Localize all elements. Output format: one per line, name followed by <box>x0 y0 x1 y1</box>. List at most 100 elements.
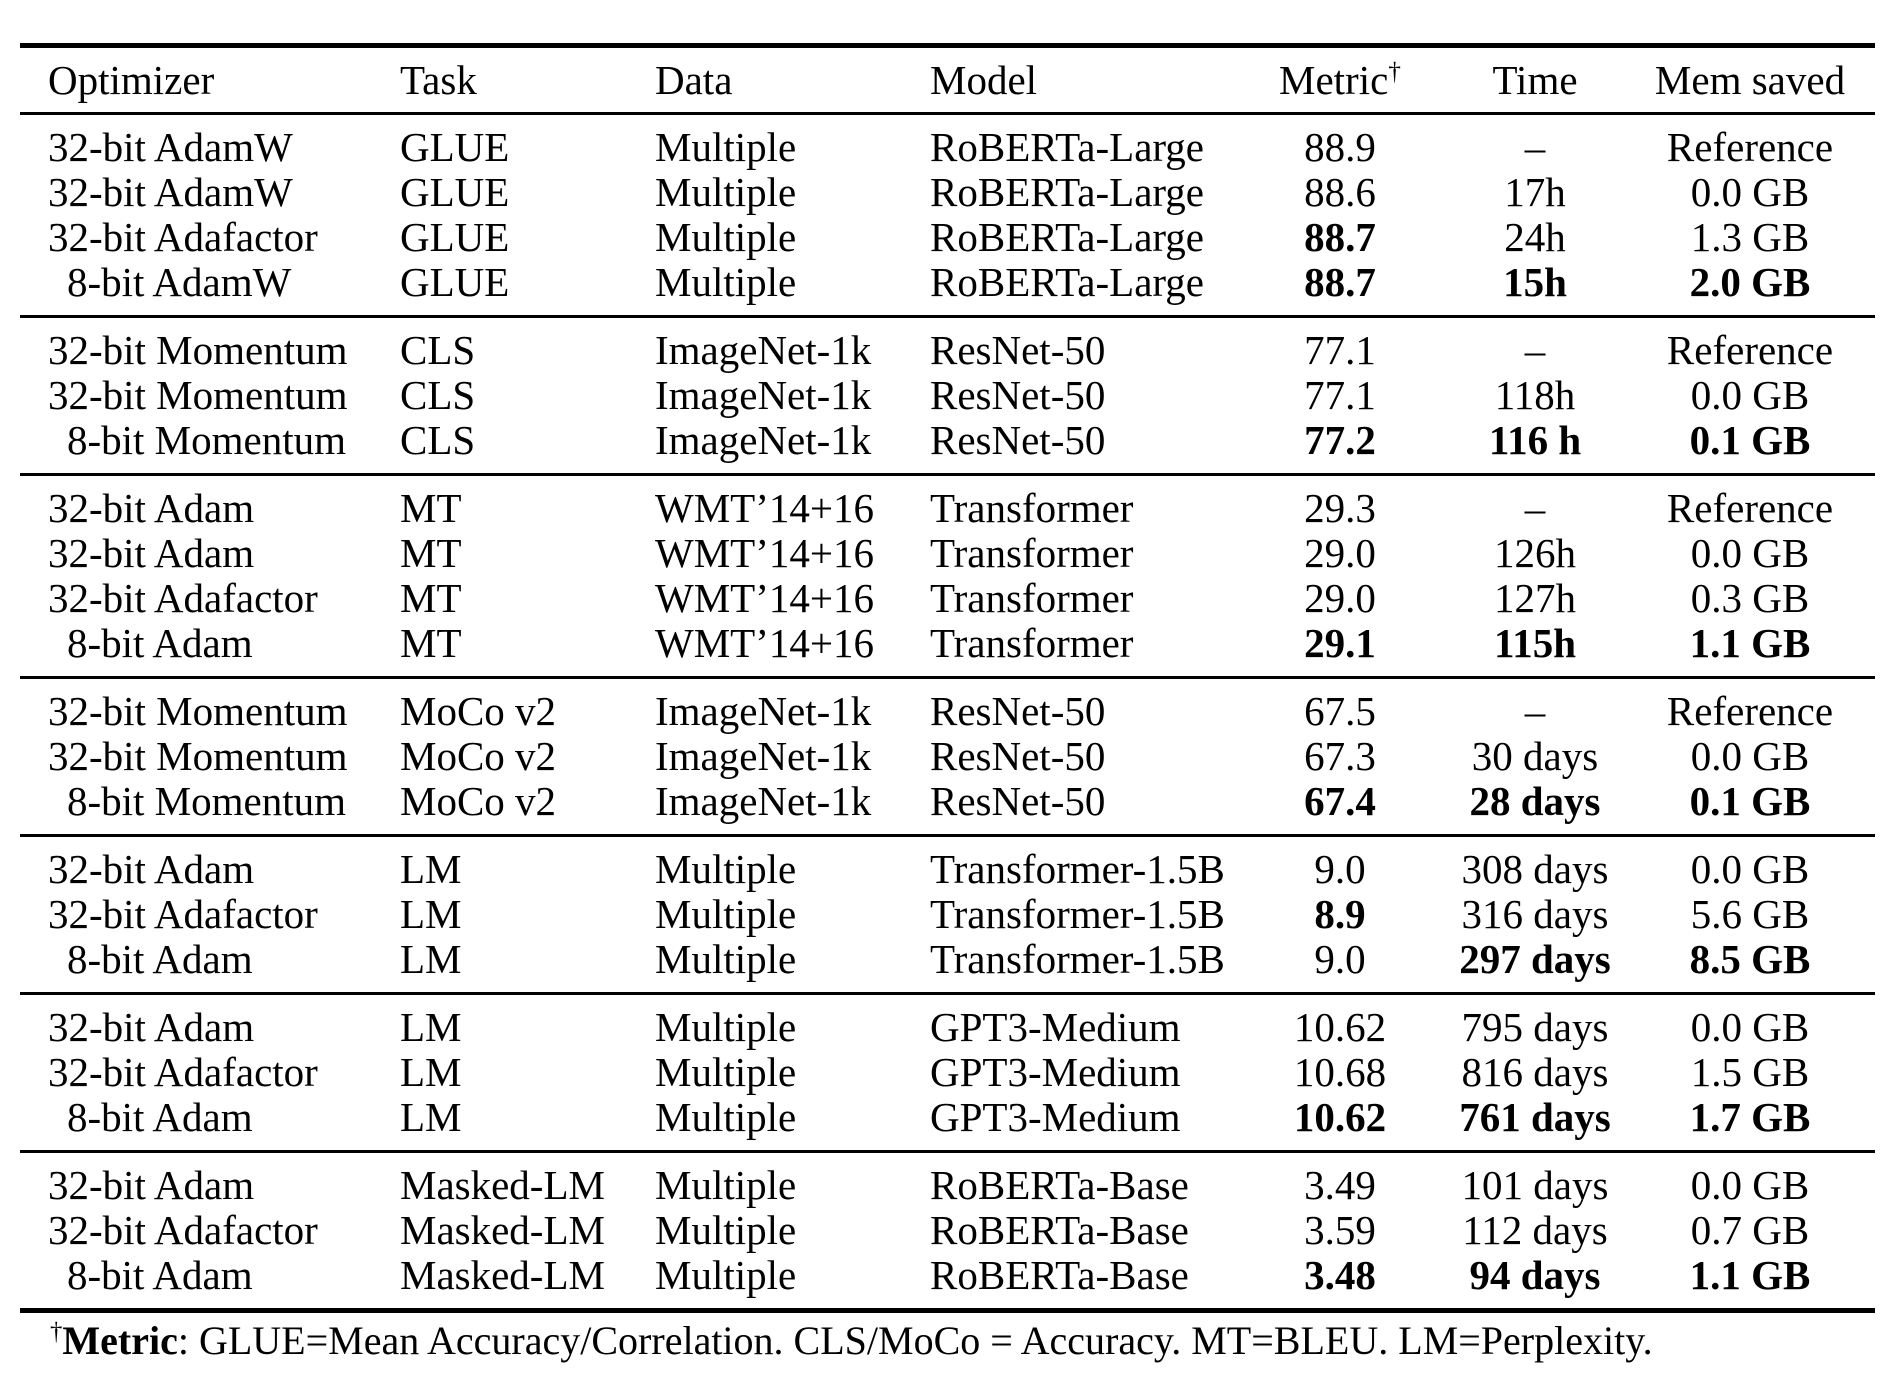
column-header-time: Time <box>1445 48 1625 115</box>
cell-data: Multiple <box>655 1208 797 1253</box>
table-row: 32-bit Adafactor GLUE Multiple RoBERTa-Larg… <box>20 215 1875 260</box>
cell-time: 94 days <box>1469 1253 1601 1298</box>
cell-task: GLUE <box>400 170 510 215</box>
cell-data: Multiple <box>655 892 797 937</box>
cell-task: LM <box>400 992 655 1050</box>
cell-time: 761 days <box>1459 1095 1611 1140</box>
cell-optimizer: 32-bit Momentum <box>48 734 348 779</box>
cell-mem-saved: 0.3 GB <box>1690 576 1810 621</box>
cell-data: WMT’14+16 <box>655 576 874 621</box>
cell-metric: 88.6 <box>1304 170 1376 215</box>
cell-task: LM <box>400 892 462 937</box>
cell-optimizer: 32-bit Adafactor <box>48 1208 318 1253</box>
cell-time: 308 days <box>1445 834 1625 892</box>
table-row: 32-bit Adam LM Multiple GPT3-Medium 10.62 795… <box>20 992 1875 1050</box>
cell-data: Multiple <box>655 260 797 305</box>
table-row: 32-bit Adafactor MT WMT’14+16 Transformer 29… <box>20 576 1875 621</box>
table-row: 32-bit Momentum CLS ImageNet-1k ResNet-50 77… <box>20 315 1875 373</box>
cell-model: RoBERTa-Large <box>930 215 1205 260</box>
cell-mem-saved: Reference <box>1666 124 1834 170</box>
cell-model: ResNet-50 <box>930 734 1106 779</box>
cell-mem-saved: 1.5 GB <box>1690 1050 1810 1095</box>
cell-metric: 29.0 <box>1304 576 1376 621</box>
cell-time: 126h <box>1494 531 1576 576</box>
table-group-7: 32-bit Adam Masked-LM Multiple RoBERTa-Base… <box>20 1150 1875 1309</box>
cell-mem-saved: 0.7 GB <box>1690 1208 1810 1253</box>
cell-task: MoCo v2 <box>400 676 655 734</box>
table-row: 32-bit Momentum MoCo v2 ImageNet-1k ResNet-… <box>20 734 1875 779</box>
cell-time: 316 days <box>1461 892 1609 937</box>
cell-optimizer: 32-bit Adafactor <box>48 892 318 937</box>
cell-data: ImageNet-1k <box>655 373 872 418</box>
cell-time: 28 days <box>1469 779 1601 824</box>
cell-time: 116 h <box>1488 418 1582 463</box>
cell-mem-saved: 0.0 GB <box>1690 531 1810 576</box>
cell-task: MoCo v2 <box>400 779 557 824</box>
cell-task: LM <box>400 834 655 892</box>
cell-optimizer: 32-bit AdamW <box>48 124 293 170</box>
cell-data: Multiple <box>655 170 797 215</box>
cell-data: WMT’14+16 <box>655 621 874 666</box>
results-table: Optimizer Task Data Model Metric† Time M… <box>20 48 1875 1308</box>
cell-time: 115h <box>1493 621 1577 666</box>
cell-optimizer: 8-bit Adam <box>67 1095 253 1140</box>
cell-model: Transformer <box>930 473 1235 531</box>
cell-task: MT <box>400 576 462 621</box>
column-header-optimizer: Optimizer <box>20 48 400 115</box>
table-row: 8-bit AdamW GLUE Multiple RoBERTa-Large 88.7… <box>20 260 1875 317</box>
cell-task: GLUE <box>400 260 510 305</box>
cell-metric: 29.0 <box>1304 531 1376 576</box>
cell-task: GLUE <box>400 215 510 260</box>
cell-task: CLS <box>400 315 655 373</box>
cell-data: ImageNet-1k <box>655 779 872 824</box>
table-row: 32-bit Adafactor Masked-LM Multiple RoBERTa… <box>20 1208 1875 1253</box>
cell-metric: 3.48 <box>1304 1253 1376 1298</box>
cell-optimizer: 8-bit AdamW <box>67 260 292 305</box>
cell-task: MT <box>400 531 462 576</box>
cell-time: – <box>1445 473 1625 531</box>
cell-optimizer: 32-bit Adam <box>48 531 255 576</box>
table-row: 8-bit Momentum MoCo v2 ImageNet-1k ResNet-5… <box>20 779 1875 836</box>
cell-metric: 77.2 <box>1304 418 1376 463</box>
table-group-2: 32-bit Momentum CLS ImageNet-1k ResNet-50 77… <box>20 315 1875 475</box>
column-header-metric: Metric† <box>1235 48 1445 115</box>
cell-mem-saved: 0.0 GB <box>1690 734 1810 779</box>
cell-data: Multiple <box>655 215 797 260</box>
cell-task: LM <box>400 1095 462 1140</box>
cell-data: Multiple <box>655 1253 797 1298</box>
cell-metric: 10.62 <box>1235 992 1445 1050</box>
cell-mem-saved: Reference <box>1625 315 1875 373</box>
cell-metric: 10.62 <box>1293 1095 1387 1140</box>
cell-model: RoBERTa-Large <box>930 170 1205 215</box>
cell-data: Multiple <box>655 1095 797 1140</box>
table-group-6: 32-bit Adam LM Multiple GPT3-Medium 10.62 795… <box>20 992 1875 1152</box>
column-header-model: Model <box>930 48 1235 115</box>
cell-optimizer: 8-bit Momentum <box>67 779 347 824</box>
cell-time: – <box>1524 124 1546 170</box>
cell-model: Transformer-1.5B <box>930 834 1235 892</box>
table-group-3: 32-bit Adam MT WMT’14+16 Transformer 29.3– Re… <box>20 473 1875 678</box>
cell-model: GPT3-Medium <box>930 1050 1181 1095</box>
table-row: 32-bit Adam Masked-LM Multiple RoBERTa-Base… <box>20 1150 1875 1208</box>
cell-data: Multiple <box>655 937 797 982</box>
cell-task: MoCo v2 <box>400 734 557 779</box>
cell-time: – <box>1445 676 1625 734</box>
cell-optimizer: 32-bit Adam <box>20 1150 400 1208</box>
cell-mem-saved: 1.7 GB <box>1689 1095 1811 1140</box>
cell-data: WMT’14+16 <box>655 473 930 531</box>
table-header: Optimizer Task Data Model Metric† Time M… <box>20 48 1875 115</box>
cell-model: Transformer-1.5B <box>930 892 1225 937</box>
cell-data: Multiple <box>655 1050 797 1095</box>
cell-data: ImageNet-1k <box>655 734 872 779</box>
cell-optimizer: 8-bit Momentum <box>67 418 347 463</box>
cell-mem-saved: 0.1 GB <box>1689 779 1811 824</box>
cell-metric: 77.1 <box>1235 315 1445 373</box>
cell-data: ImageNet-1k <box>655 315 930 373</box>
cell-metric: 88.7 <box>1304 215 1376 260</box>
cell-task: Masked-LM <box>400 1253 605 1298</box>
cell-task: Masked-LM <box>400 1150 655 1208</box>
cell-optimizer: 32-bit Momentum <box>48 373 348 418</box>
table-row: 32-bit Adafactor LM Multiple GPT3-Medium 10.… <box>20 1050 1875 1095</box>
cell-time: 112 days <box>1462 1208 1608 1253</box>
cell-metric: 8.9 <box>1314 892 1366 937</box>
